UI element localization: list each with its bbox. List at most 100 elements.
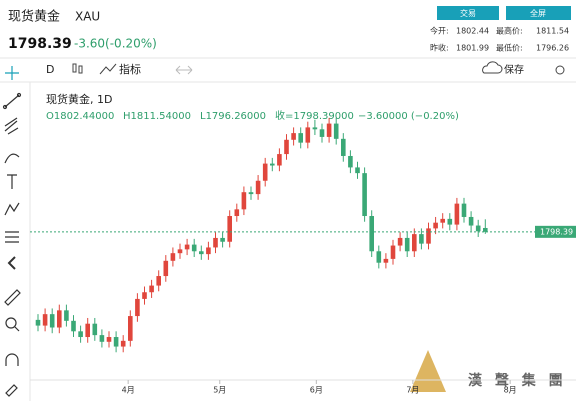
candle-body [433, 222, 438, 229]
candle-body [57, 310, 62, 328]
candle-body [92, 323, 98, 336]
stat-label: 今开: [430, 26, 449, 36]
watermark-logo [410, 350, 446, 392]
candle-body [355, 167, 360, 174]
candle-body [412, 234, 417, 252]
candle-body [298, 133, 303, 143]
price-change: -3.60(-0.20%) [74, 37, 157, 51]
candle-body [64, 310, 69, 321]
candle-body [383, 258, 389, 263]
candle-body [475, 225, 481, 232]
candle-body [156, 276, 161, 286]
candle-body [255, 180, 261, 195]
candle-body [42, 314, 48, 326]
trade-button-label[interactable]: 交易 [460, 8, 476, 18]
candle-body [128, 316, 133, 341]
fullscreen-button-label[interactable]: 全屏 [530, 8, 546, 18]
candle-body [35, 319, 41, 326]
legend-high: H1811.54000 [123, 111, 191, 122]
candle-body [248, 192, 254, 195]
candle-body [206, 247, 211, 255]
candle-body [170, 253, 176, 261]
candle-body [362, 173, 367, 217]
candle-body [262, 163, 268, 181]
candle-body [227, 216, 232, 242]
candle-body [213, 237, 218, 248]
stat-label: 最高价: [496, 26, 523, 36]
legend-title: 现货黄金, 1D [46, 92, 112, 106]
current-price: 1798.39 [8, 36, 72, 52]
candle-body [461, 203, 467, 217]
candle-body [376, 251, 382, 263]
stat-value: 1811.54 [536, 27, 569, 36]
candle-body [78, 331, 83, 338]
candle-body [348, 155, 353, 168]
candle-body [163, 260, 169, 277]
candle-body [177, 249, 183, 254]
candle-body [419, 234, 424, 244]
candle-body [468, 216, 474, 226]
candle-body [234, 209, 240, 217]
candle-body [284, 139, 289, 155]
x-tick-label: 5月 [213, 386, 226, 395]
candle-body [99, 335, 105, 342]
instrument-name: 现货黄金 [8, 9, 60, 25]
candle-body [142, 292, 147, 299]
candle-body [277, 154, 282, 166]
stat-value: 1796.26 [536, 44, 569, 53]
candle-body [270, 163, 275, 166]
stat-label: 昨收: [430, 43, 449, 53]
candle-body [390, 245, 396, 259]
candle-body [319, 129, 325, 137]
candle-body [184, 244, 190, 250]
legend-change: −3.60000 (−0.20%) [358, 111, 459, 122]
x-tick-label: 7月 [406, 386, 419, 395]
stat-label: 最低价: [496, 43, 523, 53]
candle-body [106, 337, 112, 342]
fullscreen-button[interactable] [506, 6, 571, 20]
candle-body [220, 237, 225, 242]
legend-close: 收=1798.39000 [275, 109, 354, 122]
stat-value: 1801.99 [456, 44, 489, 53]
candle-body [454, 203, 460, 225]
indicators-button[interactable]: 指标 [119, 62, 141, 76]
candle-body [135, 298, 140, 317]
last-price-label: 1798.39 [540, 227, 573, 236]
interval-button[interactable]: D [46, 63, 54, 76]
toolbar-icons[interactable] [72, 61, 565, 75]
trade-button[interactable] [437, 6, 499, 20]
candle-body [113, 337, 119, 347]
legend-low: L1796.26000 [200, 111, 266, 122]
candle-body [305, 127, 311, 143]
candle-body [149, 285, 154, 293]
candle-body [369, 216, 374, 252]
candle-body [483, 227, 488, 232]
candle-body [440, 218, 445, 223]
drawing-tools[interactable] [2, 66, 22, 397]
candle-body [397, 237, 403, 246]
candle-body [191, 244, 197, 252]
candle-body [85, 323, 90, 338]
stat-value: 1802.44 [456, 27, 489, 36]
candle-body [333, 123, 339, 139]
candle-body [291, 133, 296, 140]
candle-body [312, 127, 318, 130]
instrument-symbol: XAU [75, 10, 100, 24]
candle-body [49, 314, 55, 328]
candle-body [326, 123, 332, 137]
candle-body [199, 251, 204, 255]
x-tick-label: 6月 [310, 386, 323, 395]
candle-body [71, 320, 76, 332]
candle-body [241, 192, 247, 210]
candle-body [447, 218, 453, 225]
save-button[interactable]: 保存 [504, 63, 524, 76]
candle-body [404, 237, 410, 252]
candle-body [120, 340, 126, 347]
candle-body [426, 228, 431, 244]
legend-open: O1802.44000 [46, 111, 114, 122]
x-tick-label: 4月 [122, 386, 135, 395]
last-price-tag [535, 225, 576, 238]
x-tick-label: 8月 [504, 386, 517, 395]
candle-body [341, 138, 346, 156]
